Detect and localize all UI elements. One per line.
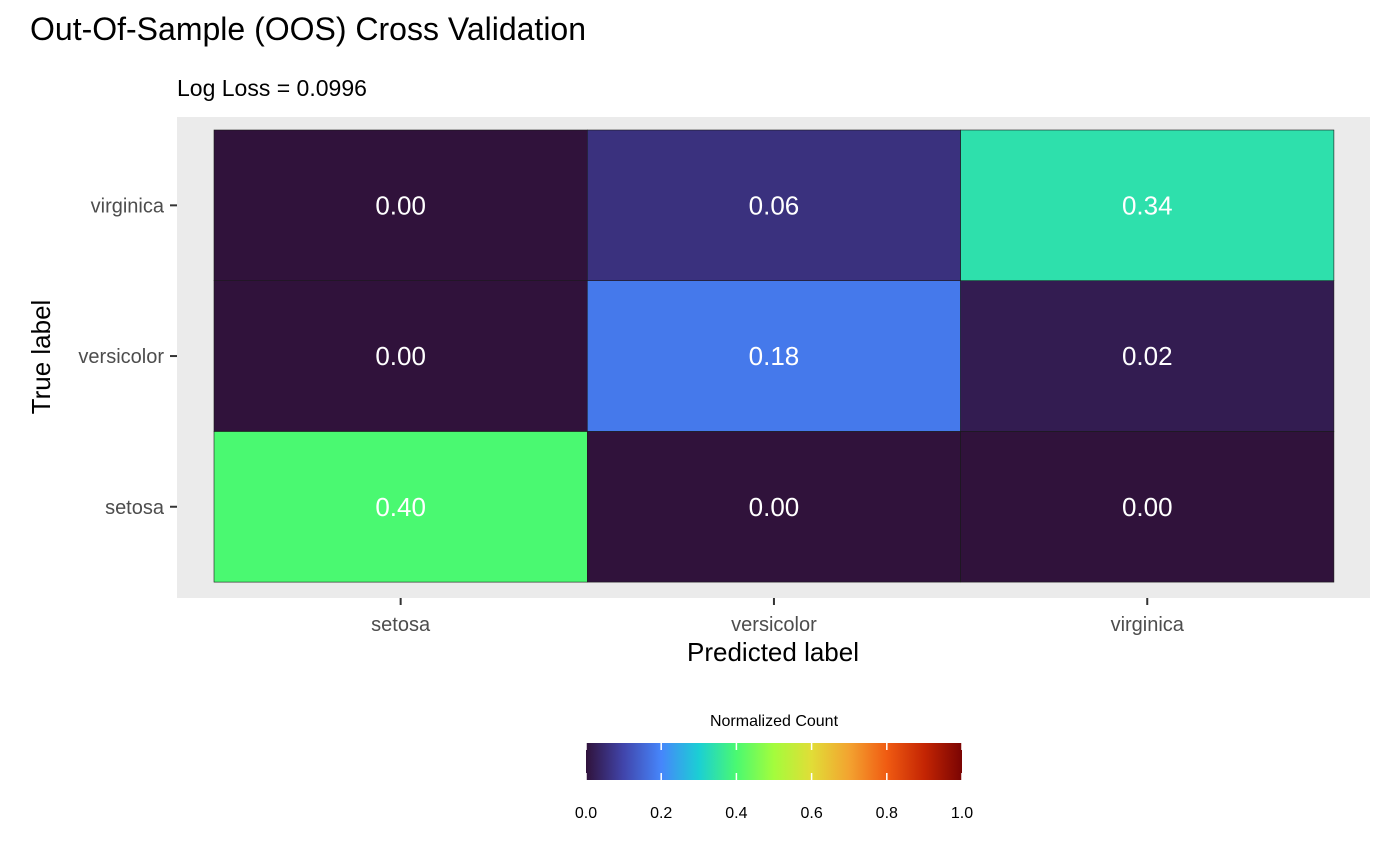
y-tick-label: versicolor bbox=[78, 346, 164, 368]
heatmap-cell bbox=[960, 280, 1335, 432]
legend-title: Normalized Count bbox=[710, 713, 839, 730]
x-tick-label: versicolor bbox=[731, 614, 817, 636]
heatmap-cell bbox=[213, 280, 588, 432]
heatmap-cell bbox=[213, 431, 588, 583]
y-axis-title: True label bbox=[26, 300, 56, 415]
cell-value-label: 0.40 bbox=[375, 492, 426, 522]
color-legend: Normalized Count 0.0 0.2 0.4 0.6 0.8 1.0 bbox=[575, 713, 973, 822]
cell-value-label: 0.00 bbox=[375, 190, 426, 220]
x-axis-title: Predicted label bbox=[687, 637, 859, 667]
heatmap-cells bbox=[213, 129, 1335, 583]
legend-colorbar bbox=[586, 743, 962, 780]
chart-subtitle: Log Loss = 0.0996 bbox=[177, 75, 367, 101]
heatmap-cell bbox=[586, 280, 961, 432]
heatmap-cell-labels: 0.40 0.00 0.00 0.00 0.18 0.02 0.00 0.06 0.34 bbox=[375, 190, 1172, 521]
heatmap-cell bbox=[213, 129, 588, 281]
legend-tick-label: 1.0 bbox=[951, 805, 973, 822]
x-axis: setosa versicolor virginica bbox=[371, 598, 1185, 636]
x-tick-label: setosa bbox=[371, 614, 431, 636]
y-tick-label: setosa bbox=[105, 497, 165, 519]
cell-value-label: 0.34 bbox=[1122, 190, 1173, 220]
y-tick-label: virginica bbox=[91, 195, 165, 217]
legend-tick-label: 0.8 bbox=[876, 805, 898, 822]
cell-value-label: 0.00 bbox=[749, 492, 800, 522]
cell-value-label: 0.06 bbox=[749, 190, 800, 220]
x-tick-label: virginica bbox=[1111, 614, 1185, 636]
heatmap-cell bbox=[586, 129, 961, 281]
legend-ticks: 0.0 0.2 0.4 0.6 0.8 1.0 bbox=[575, 743, 973, 822]
legend-tick-label: 0.2 bbox=[650, 805, 672, 822]
legend-tick-label: 0.4 bbox=[725, 805, 747, 822]
cell-value-label: 0.18 bbox=[749, 341, 800, 371]
heatmap-cell bbox=[960, 431, 1335, 583]
legend-tick-label: 0.0 bbox=[575, 805, 597, 822]
legend-tick-label: 0.6 bbox=[800, 805, 822, 822]
y-axis: setosa versicolor virginica bbox=[78, 195, 177, 519]
heatmap-cell bbox=[960, 129, 1335, 281]
cell-value-label: 0.02 bbox=[1122, 341, 1173, 371]
chart-title: Out-Of-Sample (OOS) Cross Validation bbox=[30, 11, 586, 47]
cell-value-label: 0.00 bbox=[375, 341, 426, 371]
cell-value-label: 0.00 bbox=[1122, 492, 1173, 522]
